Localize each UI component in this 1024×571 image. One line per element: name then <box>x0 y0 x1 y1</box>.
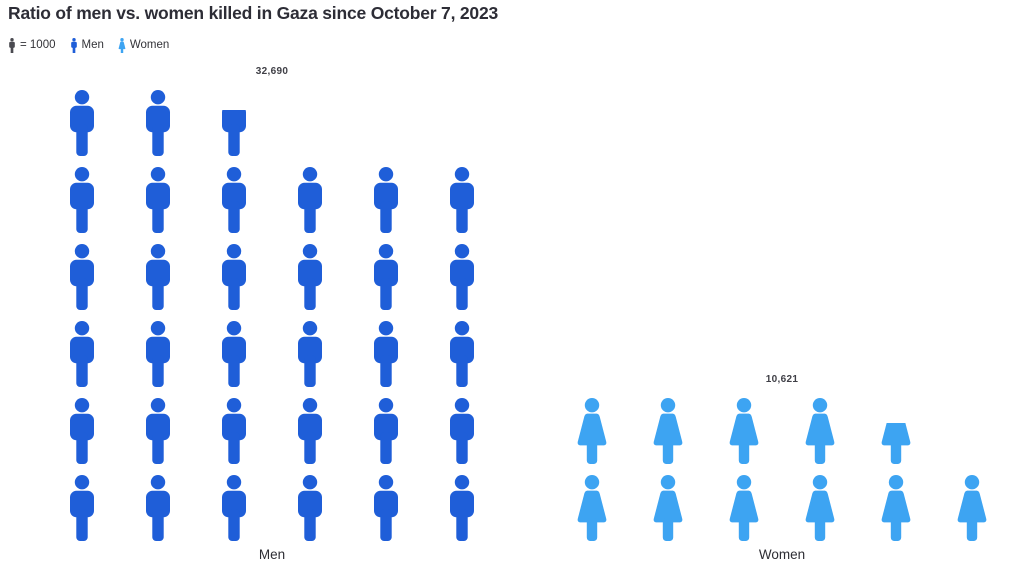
man-icon <box>217 321 251 387</box>
man-icon <box>141 398 175 464</box>
woman-icon <box>879 475 913 541</box>
man-icon <box>445 321 479 387</box>
man-icon <box>369 321 403 387</box>
woman-icon <box>651 398 685 464</box>
man-icon <box>369 244 403 310</box>
legend-item-women: Women <box>118 37 169 53</box>
man-icon <box>445 398 479 464</box>
man-icon <box>217 475 251 541</box>
woman-icon <box>803 475 837 541</box>
woman-icon <box>651 475 685 541</box>
man-icon <box>293 321 327 387</box>
woman-icon <box>118 37 127 53</box>
man-icon-partial <box>217 110 251 156</box>
man-icon <box>293 244 327 310</box>
man-icon <box>217 167 251 233</box>
men-axis-label: Men <box>258 547 286 562</box>
man-icon <box>141 90 175 156</box>
man-icon <box>141 167 175 233</box>
man-icon <box>65 475 99 541</box>
legend-item-men: Men <box>70 37 104 53</box>
man-icon <box>141 321 175 387</box>
woman-icon-partial <box>879 423 913 464</box>
chart-title: Ratio of men vs. women killed in Gaza si… <box>8 3 499 23</box>
woman-icon <box>727 398 761 464</box>
woman-icon <box>955 475 989 541</box>
legend-men-label: Men <box>81 39 104 51</box>
woman-icon <box>575 475 609 541</box>
woman-icon <box>803 398 837 464</box>
man-icon <box>70 37 79 53</box>
man-icon <box>65 321 99 387</box>
women-axis-label: Women <box>758 547 806 562</box>
women-value-label: 10,621 <box>765 374 799 385</box>
man-icon <box>217 398 251 464</box>
man-icon <box>369 475 403 541</box>
man-icon <box>293 167 327 233</box>
legend-unit-label: = 1000 <box>20 39 56 51</box>
man-icon <box>217 244 251 310</box>
man-icon <box>293 398 327 464</box>
man-icon <box>369 398 403 464</box>
man-icon <box>293 475 327 541</box>
man-icon <box>65 90 99 156</box>
men-value-label: 32,690 <box>255 66 289 77</box>
man-icon <box>65 167 99 233</box>
man-icon <box>141 244 175 310</box>
man-icon <box>369 167 403 233</box>
legend-unit: = 1000 <box>8 37 56 53</box>
man-icon <box>65 244 99 310</box>
man-icon <box>65 398 99 464</box>
man-icon <box>445 244 479 310</box>
man-icon <box>445 475 479 541</box>
woman-icon <box>727 475 761 541</box>
man-icon <box>141 475 175 541</box>
person-unit-icon <box>8 37 17 53</box>
legend-women-label: Women <box>129 39 170 51</box>
man-icon <box>445 167 479 233</box>
woman-icon <box>575 398 609 464</box>
chart-legend: = 1000 Men Women <box>8 37 169 53</box>
